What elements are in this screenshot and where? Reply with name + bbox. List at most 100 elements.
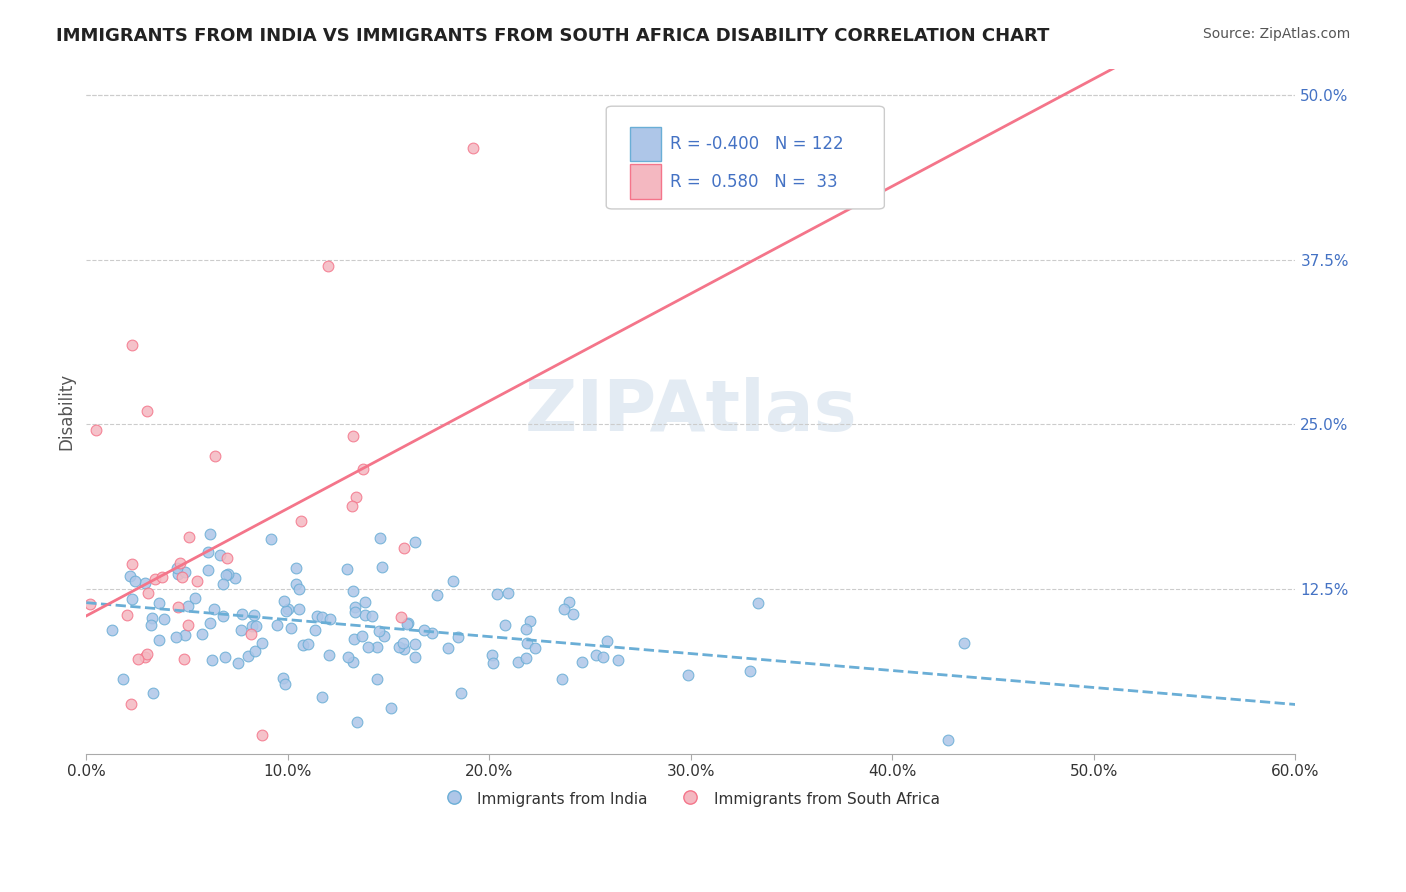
Point	[288, 582, 311, 597]
Point	[173, 652, 195, 666]
Point	[336, 649, 359, 664]
Point	[412, 624, 434, 638]
Point	[200, 615, 222, 630]
Point	[226, 656, 249, 670]
Point	[174, 566, 197, 580]
Point	[508, 655, 530, 669]
Point	[273, 594, 295, 608]
Point	[184, 591, 207, 605]
Legend: Immigrants from India, Immigrants from South Africa: Immigrants from India, Immigrants from S…	[436, 783, 946, 814]
Point	[446, 630, 468, 644]
Point	[152, 612, 174, 626]
Point	[277, 602, 299, 616]
Point	[240, 626, 263, 640]
Point	[276, 604, 298, 618]
Point	[343, 600, 366, 615]
Point	[482, 656, 505, 670]
Point	[342, 655, 364, 669]
Point	[404, 636, 426, 650]
Point	[211, 609, 233, 624]
Point	[170, 570, 193, 584]
Point	[342, 584, 364, 599]
Text: R =  0.580   N =  33: R = 0.580 N = 33	[671, 172, 838, 191]
Point	[494, 617, 516, 632]
Point	[243, 643, 266, 657]
Point	[461, 140, 484, 154]
Point	[271, 671, 294, 685]
Point	[111, 672, 134, 686]
Point	[392, 636, 415, 650]
Point	[165, 630, 187, 644]
Point	[342, 499, 364, 513]
Point	[197, 563, 219, 577]
Point	[344, 605, 367, 619]
Point	[236, 648, 259, 663]
Text: ZIPAtlas: ZIPAtlas	[524, 376, 858, 445]
Point	[79, 597, 101, 611]
Point	[124, 574, 146, 589]
Point	[304, 623, 326, 637]
Point	[388, 640, 411, 654]
Point	[250, 636, 273, 650]
Point	[176, 618, 198, 632]
Point	[101, 623, 124, 637]
Point	[214, 568, 236, 582]
Point	[404, 650, 426, 665]
Point	[553, 601, 575, 615]
Point	[214, 649, 236, 664]
Point	[305, 609, 328, 624]
Point	[115, 608, 138, 623]
Point	[678, 668, 700, 682]
Point	[200, 526, 222, 541]
Point	[191, 626, 214, 640]
Point	[288, 602, 311, 616]
Point	[169, 556, 191, 570]
Point	[318, 648, 340, 663]
Point	[229, 623, 252, 637]
Point	[174, 628, 197, 642]
Point	[274, 677, 297, 691]
Point	[224, 572, 246, 586]
Point	[404, 534, 426, 549]
Point	[250, 728, 273, 742]
Point	[953, 636, 976, 650]
Point	[515, 651, 537, 665]
Point	[245, 619, 267, 633]
Point	[150, 570, 173, 584]
Point	[361, 609, 384, 624]
Point	[217, 551, 239, 566]
Point	[357, 640, 380, 655]
Point	[121, 592, 143, 607]
Point	[606, 653, 628, 667]
Point	[127, 651, 149, 665]
Point	[392, 642, 415, 657]
Point	[166, 561, 188, 575]
Point	[138, 586, 160, 600]
Point	[120, 697, 142, 711]
Point	[481, 648, 503, 663]
Point	[450, 686, 472, 700]
Point	[519, 615, 541, 629]
Point	[231, 607, 253, 621]
Point	[596, 633, 619, 648]
FancyBboxPatch shape	[606, 106, 884, 209]
Point	[367, 624, 389, 638]
Point	[496, 586, 519, 600]
Point	[280, 621, 302, 635]
Point	[284, 561, 307, 575]
Point	[551, 672, 574, 686]
Point	[260, 533, 283, 547]
Text: IMMIGRANTS FROM INDIA VS IMMIGRANTS FROM SOUTH AFRICA DISABILITY CORRELATION CHA: IMMIGRANTS FROM INDIA VS IMMIGRANTS FROM…	[56, 27, 1050, 45]
Point	[142, 686, 165, 700]
Point	[747, 596, 769, 610]
Point	[343, 632, 366, 647]
Point	[380, 701, 402, 715]
Point	[420, 626, 443, 640]
Point	[211, 577, 233, 591]
Point	[370, 560, 392, 574]
Point	[136, 648, 159, 662]
Point	[344, 490, 367, 504]
Text: Source: ZipAtlas.com: Source: ZipAtlas.com	[1202, 27, 1350, 41]
Point	[167, 566, 190, 581]
Point	[135, 404, 157, 418]
